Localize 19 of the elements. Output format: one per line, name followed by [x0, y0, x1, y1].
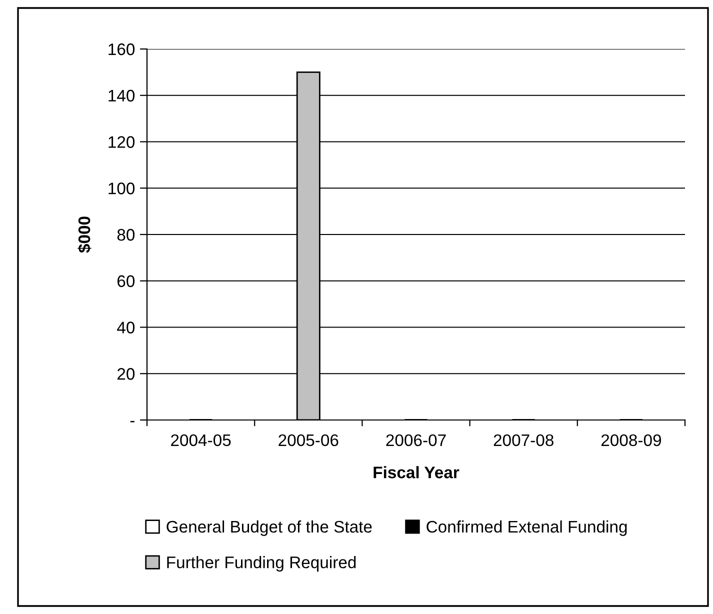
legend-label: Confirmed Extenal Funding — [426, 520, 627, 536]
y-tick-label: 140 — [108, 90, 135, 102]
y-tick-label: 160 — [108, 43, 135, 56]
legend-label: Further Funding Required — [167, 556, 356, 572]
y-tick-label: 20 — [117, 368, 135, 380]
y-tick-label: 60 — [118, 275, 135, 288]
x-axis-title: Fiscal Year — [374, 466, 460, 478]
y-tick-label: 120 — [108, 136, 135, 148]
y-tick-label: 40 — [117, 322, 135, 334]
x-tick-label: 2008-09 — [601, 434, 661, 446]
x-tick-label: 2005-06 — [278, 434, 338, 446]
y-tick-label: 80 — [117, 228, 135, 241]
x-tick-label: 2007-08 — [494, 434, 554, 446]
y-tick-label: 100 — [108, 182, 135, 194]
legend-label: General Budget of the State — [166, 520, 372, 536]
y-tick-label: - — [130, 420, 134, 422]
y-axis-title: $000 — [78, 216, 92, 253]
x-tick-label: 2006-07 — [386, 434, 446, 446]
x-tick-label: 2004-05 — [171, 434, 231, 446]
